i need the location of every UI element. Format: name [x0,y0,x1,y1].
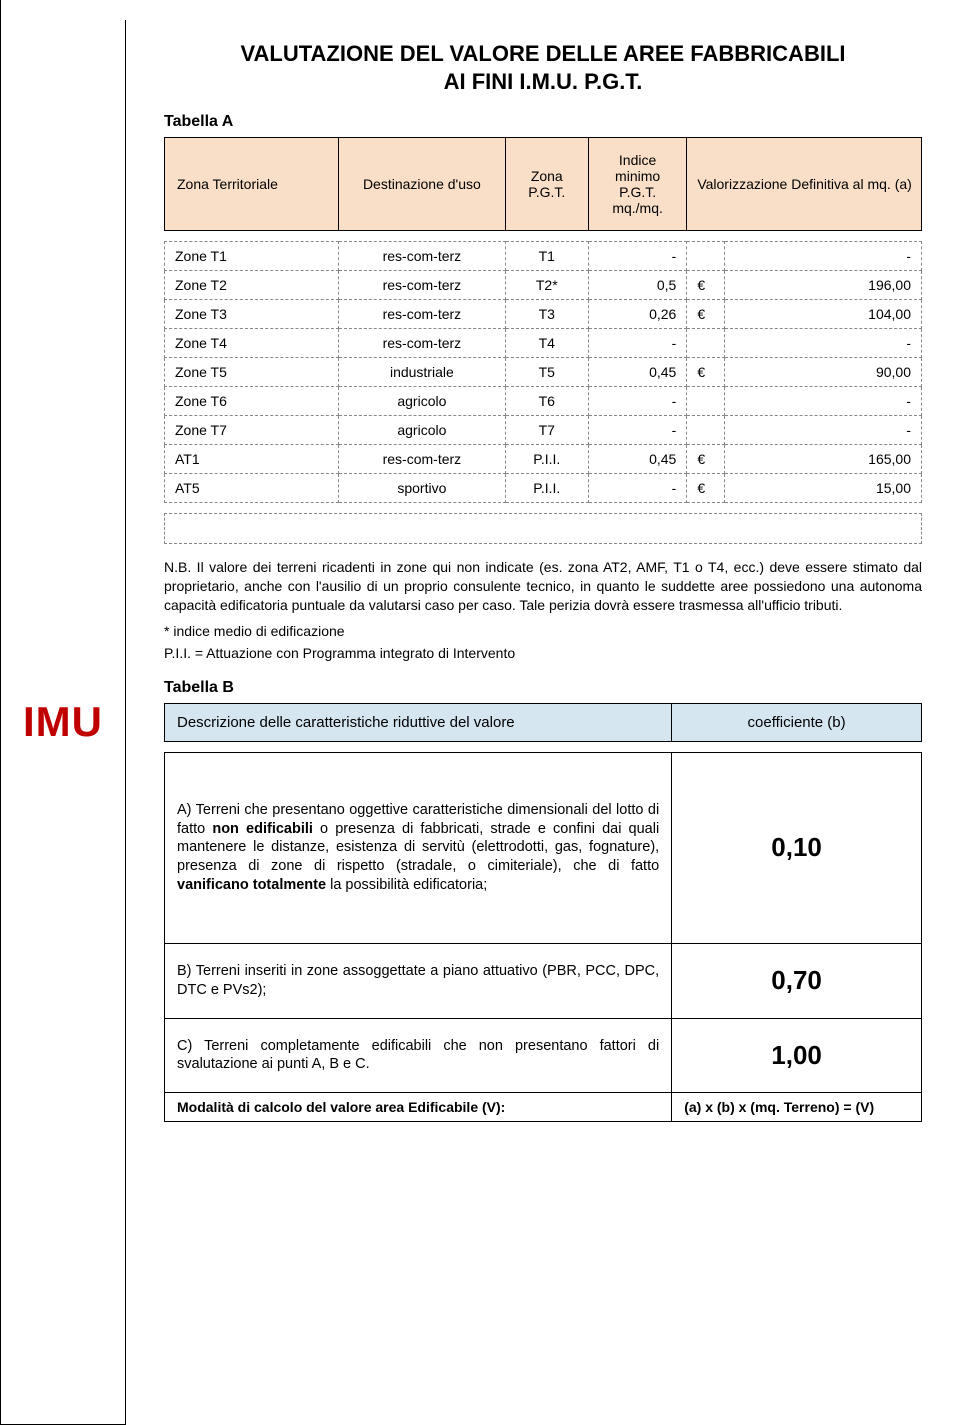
table-cell: T2* [505,271,588,300]
table-cell: AT1 [165,445,339,474]
table-cell: 15,00 [725,474,922,503]
col-coefficiente: coefficiente (b) [672,703,922,741]
table-a-label: Tabella A [164,113,922,131]
col-destinazione: Destinazione d'uso [339,138,506,231]
table-cell: € [687,445,725,474]
table-cell: € [687,474,725,503]
page-root: IMU VALUTAZIONE DEL VALORE DELLE AREE FA… [0,0,960,1425]
table-a-body: Zone T1res-com-terzT1--Zone T2res-com-te… [164,241,922,503]
coefficient-cell: 0,70 [672,943,922,1018]
table-cell: T4 [505,329,588,358]
table-cell: T6 [505,387,588,416]
col-valorizzazione: Valorizzazione Definitiva al mq. (a) [687,138,922,231]
table-cell: 90,00 [725,358,922,387]
table-cell: P.I.I. [505,445,588,474]
description-cell: A) Terreni che presentano oggettive cara… [165,752,672,943]
table-cell: res-com-terz [339,271,506,300]
table-row: Zone T2res-com-terzT2*0,5€196,00 [165,271,922,300]
table-b-label: Tabella B [164,679,922,697]
table-cell: industriale [339,358,506,387]
description-cell: B) Terreni inseriti in zone assoggettate… [165,943,672,1018]
table-cell: - [725,387,922,416]
coefficient-cell: 1,00 [672,1018,922,1093]
coefficient-cell: 0,10 [672,752,922,943]
table-cell: Zone T6 [165,387,339,416]
table-a-tail [164,513,922,544]
page-title: VALUTAZIONE DEL VALORE DELLE AREE FABBRI… [164,40,922,95]
table-row: A) Terreni che presentano oggettive cara… [165,752,922,943]
table-cell [687,387,725,416]
table-cell: Zone T7 [165,416,339,445]
imu-label: IMU [23,698,103,746]
table-cell: - [725,242,922,271]
table-cell: - [725,416,922,445]
col-indice-minimo: Indice minimo P.G.T. mq./mq. [588,138,686,231]
table-cell: - [588,474,686,503]
table-cell: T3 [505,300,588,329]
table-cell: - [588,242,686,271]
table-cell: € [687,271,725,300]
table-row: Zone T5industrialeT50,45€90,00 [165,358,922,387]
table-cell: 0,45 [588,358,686,387]
table-row: AT5sportivoP.I.I.-€15,00 [165,474,922,503]
table-cell: - [588,387,686,416]
table-cell [687,416,725,445]
table-cell: agricolo [339,416,506,445]
table-cell: AT5 [165,474,339,503]
col-zona-territoriale: Zona Territoriale [165,138,339,231]
main-content: VALUTAZIONE DEL VALORE DELLE AREE FABBRI… [126,20,960,1425]
table-cell: € [687,358,725,387]
table-cell: - [725,329,922,358]
table-cell: € [687,300,725,329]
note-pii: P.I.I. = Attuazione con Programma integr… [164,645,922,661]
table-b-body: A) Terreni che presentano oggettive cara… [164,752,922,1094]
table-cell: 0,45 [588,445,686,474]
table-cell: 104,00 [725,300,922,329]
table-cell: agricolo [339,387,506,416]
table-cell: 0,5 [588,271,686,300]
table-row: Zone T4res-com-terzT4-- [165,329,922,358]
footer-formula-value: (a) x (b) x (mq. Terreno) = (V) [672,1093,922,1122]
table-cell: T5 [505,358,588,387]
table-cell: - [588,329,686,358]
description-cell: C) Terreni completamente edificabili che… [165,1018,672,1093]
table-cell: 0,26 [588,300,686,329]
col-descrizione: Descrizione delle caratteristiche ridutt… [165,703,672,741]
table-row: Zone T1res-com-terzT1-- [165,242,922,271]
table-cell: sportivo [339,474,506,503]
table-b-footer: Modalità di calcolo del valore area Edif… [164,1093,922,1122]
table-row: Zone T7agricoloT7-- [165,416,922,445]
table-cell: res-com-terz [339,300,506,329]
table-row: Zone T6agricoloT6-- [165,387,922,416]
table-row: Zone T3res-com-terzT30,26€104,00 [165,300,922,329]
table-cell: Zone T5 [165,358,339,387]
table-cell: P.I.I. [505,474,588,503]
table-cell: T7 [505,416,588,445]
note-star: * indice medio di edificazione [164,623,922,639]
note-nb: N.B. Il valore dei terreni ricadenti in … [164,558,922,615]
sidebar: IMU [1,20,126,1425]
table-cell: res-com-terz [339,445,506,474]
table-row: C) Terreni completamente edificabili che… [165,1018,922,1093]
col-zona-pgt: Zona P.G.T. [505,138,588,231]
table-cell: Zone T2 [165,271,339,300]
table-cell: 165,00 [725,445,922,474]
table-cell [687,242,725,271]
table-row: B) Terreni inseriti in zone assoggettate… [165,943,922,1018]
table-cell: res-com-terz [339,242,506,271]
table-b-header: Descrizione delle caratteristiche ridutt… [164,703,922,742]
table-cell: - [588,416,686,445]
footer-formula-label: Modalità di calcolo del valore area Edif… [165,1093,672,1122]
table-cell: T1 [505,242,588,271]
table-cell: 196,00 [725,271,922,300]
table-cell: Zone T1 [165,242,339,271]
table-row: AT1res-com-terzP.I.I.0,45€165,00 [165,445,922,474]
table-cell: res-com-terz [339,329,506,358]
table-cell: Zone T4 [165,329,339,358]
table-cell: Zone T3 [165,300,339,329]
table-cell [687,329,725,358]
table-a-header: Zona Territoriale Destinazione d'uso Zon… [164,137,922,231]
